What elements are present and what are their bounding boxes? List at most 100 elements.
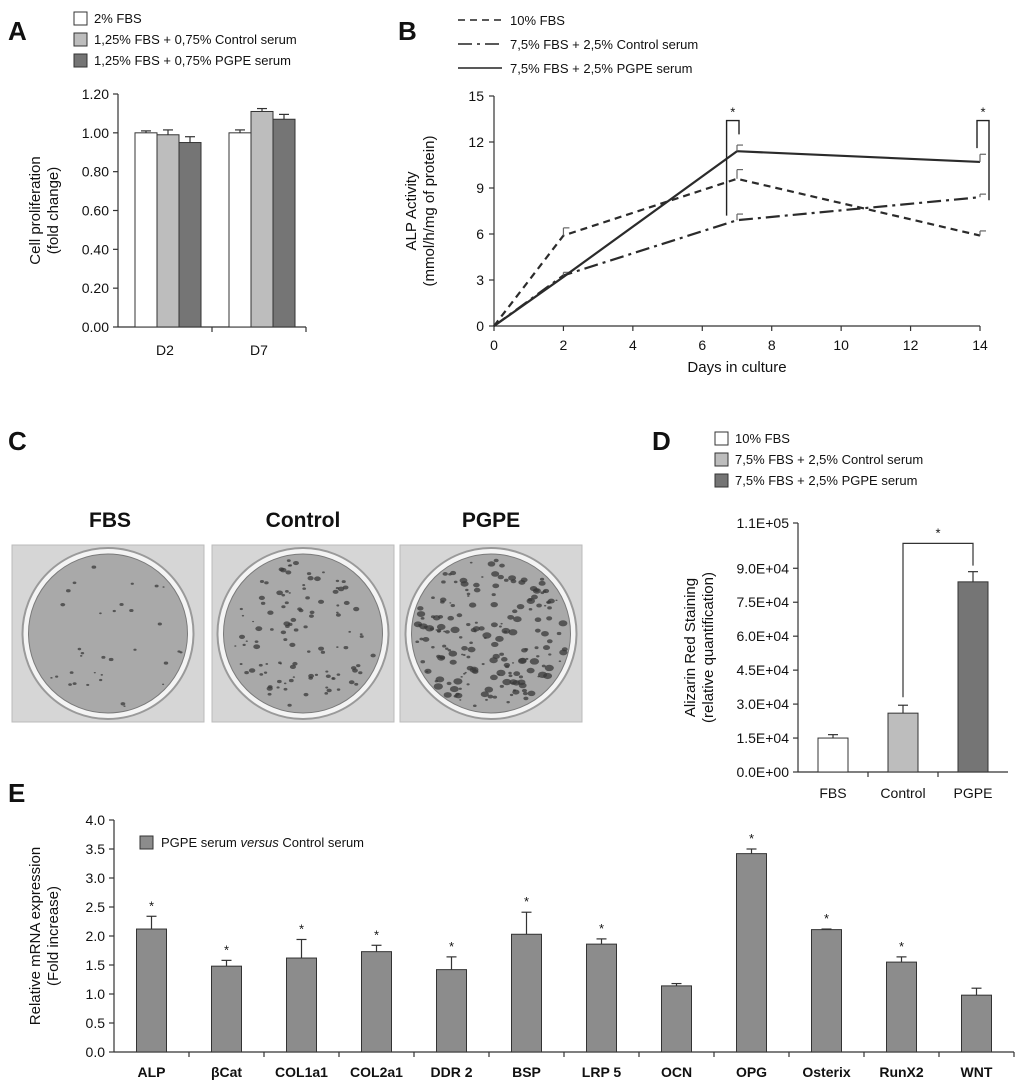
stain-spot bbox=[302, 587, 307, 590]
stain-spot bbox=[123, 705, 126, 707]
bar bbox=[250, 110, 274, 328]
y-axis-title-line: Relative mRNA expression bbox=[27, 847, 44, 1025]
stain-spot bbox=[234, 645, 237, 647]
stain-spot bbox=[454, 692, 463, 699]
stain-spot bbox=[318, 646, 325, 651]
legend-swatch bbox=[714, 452, 729, 467]
stain-spot bbox=[480, 691, 489, 698]
stain-spot bbox=[527, 690, 536, 697]
stain-spot bbox=[526, 598, 536, 604]
stain-spot bbox=[546, 616, 553, 621]
stain-spot bbox=[556, 631, 562, 636]
stain-spot bbox=[511, 682, 515, 685]
stain-spot bbox=[459, 636, 463, 639]
stain-spot bbox=[523, 696, 529, 701]
stain-spot bbox=[77, 647, 82, 651]
y-tick-label: 9 bbox=[476, 180, 484, 196]
y-tick-label: 1.20 bbox=[82, 86, 109, 102]
stain-spot bbox=[491, 571, 500, 577]
stain-spot bbox=[512, 689, 517, 692]
stain-spot bbox=[531, 594, 538, 600]
stain-spot bbox=[443, 692, 452, 698]
chart-a-proliferation: 2% FBS 1,25% FBS + 0,75% Control serum 1,2… bbox=[27, 11, 307, 358]
stain-spot bbox=[356, 664, 361, 668]
stain-spot bbox=[500, 622, 503, 625]
significance-bracket bbox=[976, 119, 990, 201]
stain-spot bbox=[258, 595, 265, 601]
stain-spot bbox=[431, 645, 435, 649]
stain-spot bbox=[466, 622, 471, 627]
stain-spot bbox=[450, 626, 460, 634]
stain-spot bbox=[348, 680, 355, 685]
stain-spot bbox=[60, 602, 66, 607]
stain-spot bbox=[466, 665, 474, 671]
stain-spot bbox=[370, 653, 376, 658]
stain-spot bbox=[325, 670, 329, 673]
y-axis-title: Relative mRNA expression(Fold increase) bbox=[27, 847, 62, 1025]
stain-spot bbox=[478, 626, 485, 631]
stain-spot bbox=[420, 616, 425, 620]
stain-spot bbox=[324, 692, 329, 695]
y-tick-label: 1.0 bbox=[86, 986, 106, 1002]
x-tick-label: WNT bbox=[961, 1064, 993, 1080]
stain-spot bbox=[267, 610, 274, 615]
series-line bbox=[493, 196, 981, 327]
stain-spot bbox=[509, 693, 514, 697]
stain-spot bbox=[303, 625, 308, 629]
legend-label: 7,5% FBS + 2,5% Control serum bbox=[735, 452, 923, 467]
stain-spot bbox=[461, 653, 464, 656]
y-tick-label: 6.0E+04 bbox=[736, 628, 789, 644]
x-tick-label: RunX2 bbox=[879, 1064, 924, 1080]
stain-spot bbox=[276, 686, 280, 689]
stain-spot bbox=[279, 662, 282, 665]
stain-spot bbox=[290, 617, 297, 622]
stain-spot bbox=[348, 630, 352, 633]
stain-spot bbox=[289, 642, 296, 647]
stain-spot bbox=[492, 695, 498, 699]
stain-spot bbox=[495, 635, 504, 642]
stain-spot bbox=[308, 673, 314, 678]
stain-spot bbox=[460, 676, 463, 678]
x-tick-label: Control bbox=[880, 785, 925, 801]
stain-spot bbox=[462, 654, 466, 656]
stain-spot bbox=[352, 668, 358, 673]
stain-spot bbox=[468, 602, 477, 608]
stain-spot bbox=[441, 580, 446, 584]
stain-spot bbox=[511, 662, 515, 664]
x-tick-label: 12 bbox=[903, 337, 919, 353]
stain-spot bbox=[266, 686, 273, 691]
x-tick-label: D7 bbox=[250, 342, 268, 358]
stain-spot bbox=[508, 674, 513, 678]
y-tick-label: 3 bbox=[476, 272, 484, 288]
stain-spot bbox=[287, 703, 292, 707]
x-tick-label: OCN bbox=[661, 1064, 692, 1080]
stain-spot bbox=[99, 612, 102, 615]
stain-spot bbox=[492, 653, 500, 660]
stain-spot bbox=[474, 621, 478, 624]
x-tick-label: 8 bbox=[768, 337, 776, 353]
stain-spot bbox=[436, 623, 446, 630]
well-surface bbox=[223, 553, 383, 714]
stain-spot bbox=[259, 580, 265, 583]
stain-spot bbox=[534, 646, 539, 650]
stain-spot bbox=[318, 599, 325, 604]
stain-spot bbox=[538, 580, 546, 586]
stain-spot bbox=[507, 614, 515, 620]
stain-spot bbox=[336, 611, 339, 614]
bar bbox=[211, 965, 242, 1053]
panel-label-c: C bbox=[8, 426, 27, 456]
y-tick-label: 7.5E+04 bbox=[736, 594, 789, 610]
y-tick-label: 1.1E+05 bbox=[736, 515, 789, 531]
stain-spot bbox=[465, 588, 469, 592]
stain-spot bbox=[536, 603, 542, 608]
stain-spot bbox=[285, 570, 292, 575]
panel-label-e: E bbox=[8, 778, 25, 808]
stain-spot bbox=[120, 702, 126, 706]
stain-spot bbox=[445, 647, 449, 650]
stain-spot bbox=[267, 692, 272, 696]
bar bbox=[817, 737, 849, 773]
x-tick-label: 4 bbox=[629, 337, 637, 353]
stain-spot bbox=[437, 614, 444, 619]
stain-spot bbox=[473, 587, 481, 593]
y-axis-title-line: ALP Activity bbox=[403, 171, 420, 250]
